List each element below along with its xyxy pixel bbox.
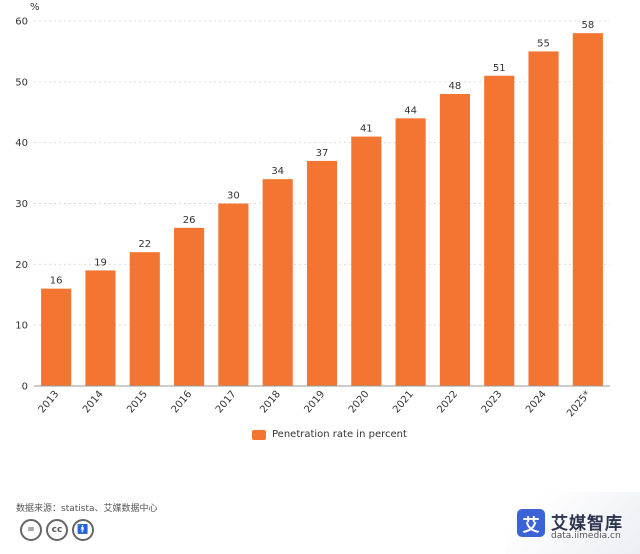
cc-by-icon: 🚹 — [72, 519, 94, 541]
y-tick-label: 60 — [15, 17, 28, 28]
bar — [306, 160, 338, 386]
legend-label: Penetration rate in percent — [272, 429, 407, 440]
x-tick-label: 2018 — [258, 389, 283, 416]
license-icons: = cc 🚹 — [20, 519, 94, 541]
bar — [41, 288, 72, 386]
bar — [218, 203, 249, 386]
brand-name: 艾媒智库 — [551, 514, 623, 534]
data-label: 30 — [227, 191, 240, 202]
x-tick-label: 2013 — [37, 389, 62, 416]
bar — [439, 94, 470, 386]
data-label: 19 — [94, 257, 107, 268]
x-tick-label: 2017 — [214, 389, 239, 416]
y-tick-label: 40 — [15, 138, 28, 149]
y-tick-label: 30 — [15, 199, 28, 210]
cc-equals-icon: = — [20, 519, 42, 541]
brand-url: data.iimedia.cn — [551, 531, 621, 541]
y-axis-ticks: 0 10 20 30 40 50 60 — [15, 17, 28, 393]
y-axis-unit-label: % — [30, 2, 40, 13]
data-labels: 16 19 22 26 30 34 37 41 44 48 51 55 58 — [50, 20, 594, 287]
bar — [174, 227, 205, 386]
bar — [484, 75, 515, 386]
data-label: 16 — [50, 276, 63, 287]
data-label: 58 — [581, 20, 594, 31]
x-tick-label: 2025* — [565, 389, 593, 419]
x-tick-label: 2015 — [125, 389, 150, 416]
x-tick-label: 2020 — [347, 389, 372, 416]
y-tick-label: 0 — [22, 382, 28, 393]
x-tick-label: 2024 — [524, 389, 549, 416]
bar — [351, 136, 382, 386]
legend-swatch — [252, 429, 266, 440]
data-label: 51 — [493, 63, 506, 74]
cc-icon: cc — [46, 519, 68, 541]
bar — [262, 179, 293, 386]
data-label: 22 — [138, 239, 151, 250]
x-tick-label: 2014 — [81, 389, 106, 416]
brand-logo-icon: 艾 — [517, 509, 545, 537]
bar — [85, 270, 116, 386]
legend: Penetration rate in percent — [252, 429, 407, 440]
bar — [395, 118, 426, 386]
data-label: 55 — [537, 38, 550, 49]
y-tick-label: 20 — [15, 260, 28, 271]
x-tick-label: 2016 — [170, 389, 195, 416]
data-label: 41 — [360, 124, 373, 135]
data-label: 34 — [271, 166, 284, 177]
x-axis-ticks: 2013 2014 2015 2016 2017 2018 2019 2020 2021 2022… — [37, 389, 593, 419]
bar — [129, 252, 160, 386]
y-tick-label: 10 — [15, 321, 28, 332]
bars — [41, 33, 603, 387]
x-tick-label: 2023 — [480, 389, 505, 416]
bar — [528, 51, 559, 387]
bar — [572, 33, 603, 387]
data-label: 44 — [404, 105, 417, 116]
x-tick-label: 2022 — [435, 389, 460, 416]
x-tick-label: 2021 — [391, 389, 416, 416]
source-note: 数据来源：statista、艾媒数据中心 — [16, 504, 158, 514]
x-tick-label: 2019 — [303, 389, 328, 416]
data-label: 48 — [449, 81, 462, 92]
data-label: 37 — [316, 148, 329, 159]
data-label: 26 — [183, 215, 196, 226]
y-tick-label: 50 — [15, 77, 28, 88]
bar-chart: % 0 10 20 30 40 50 60 16 19 22 26 30 34 37 41 44 48 51 55… — [15, 2, 610, 419]
